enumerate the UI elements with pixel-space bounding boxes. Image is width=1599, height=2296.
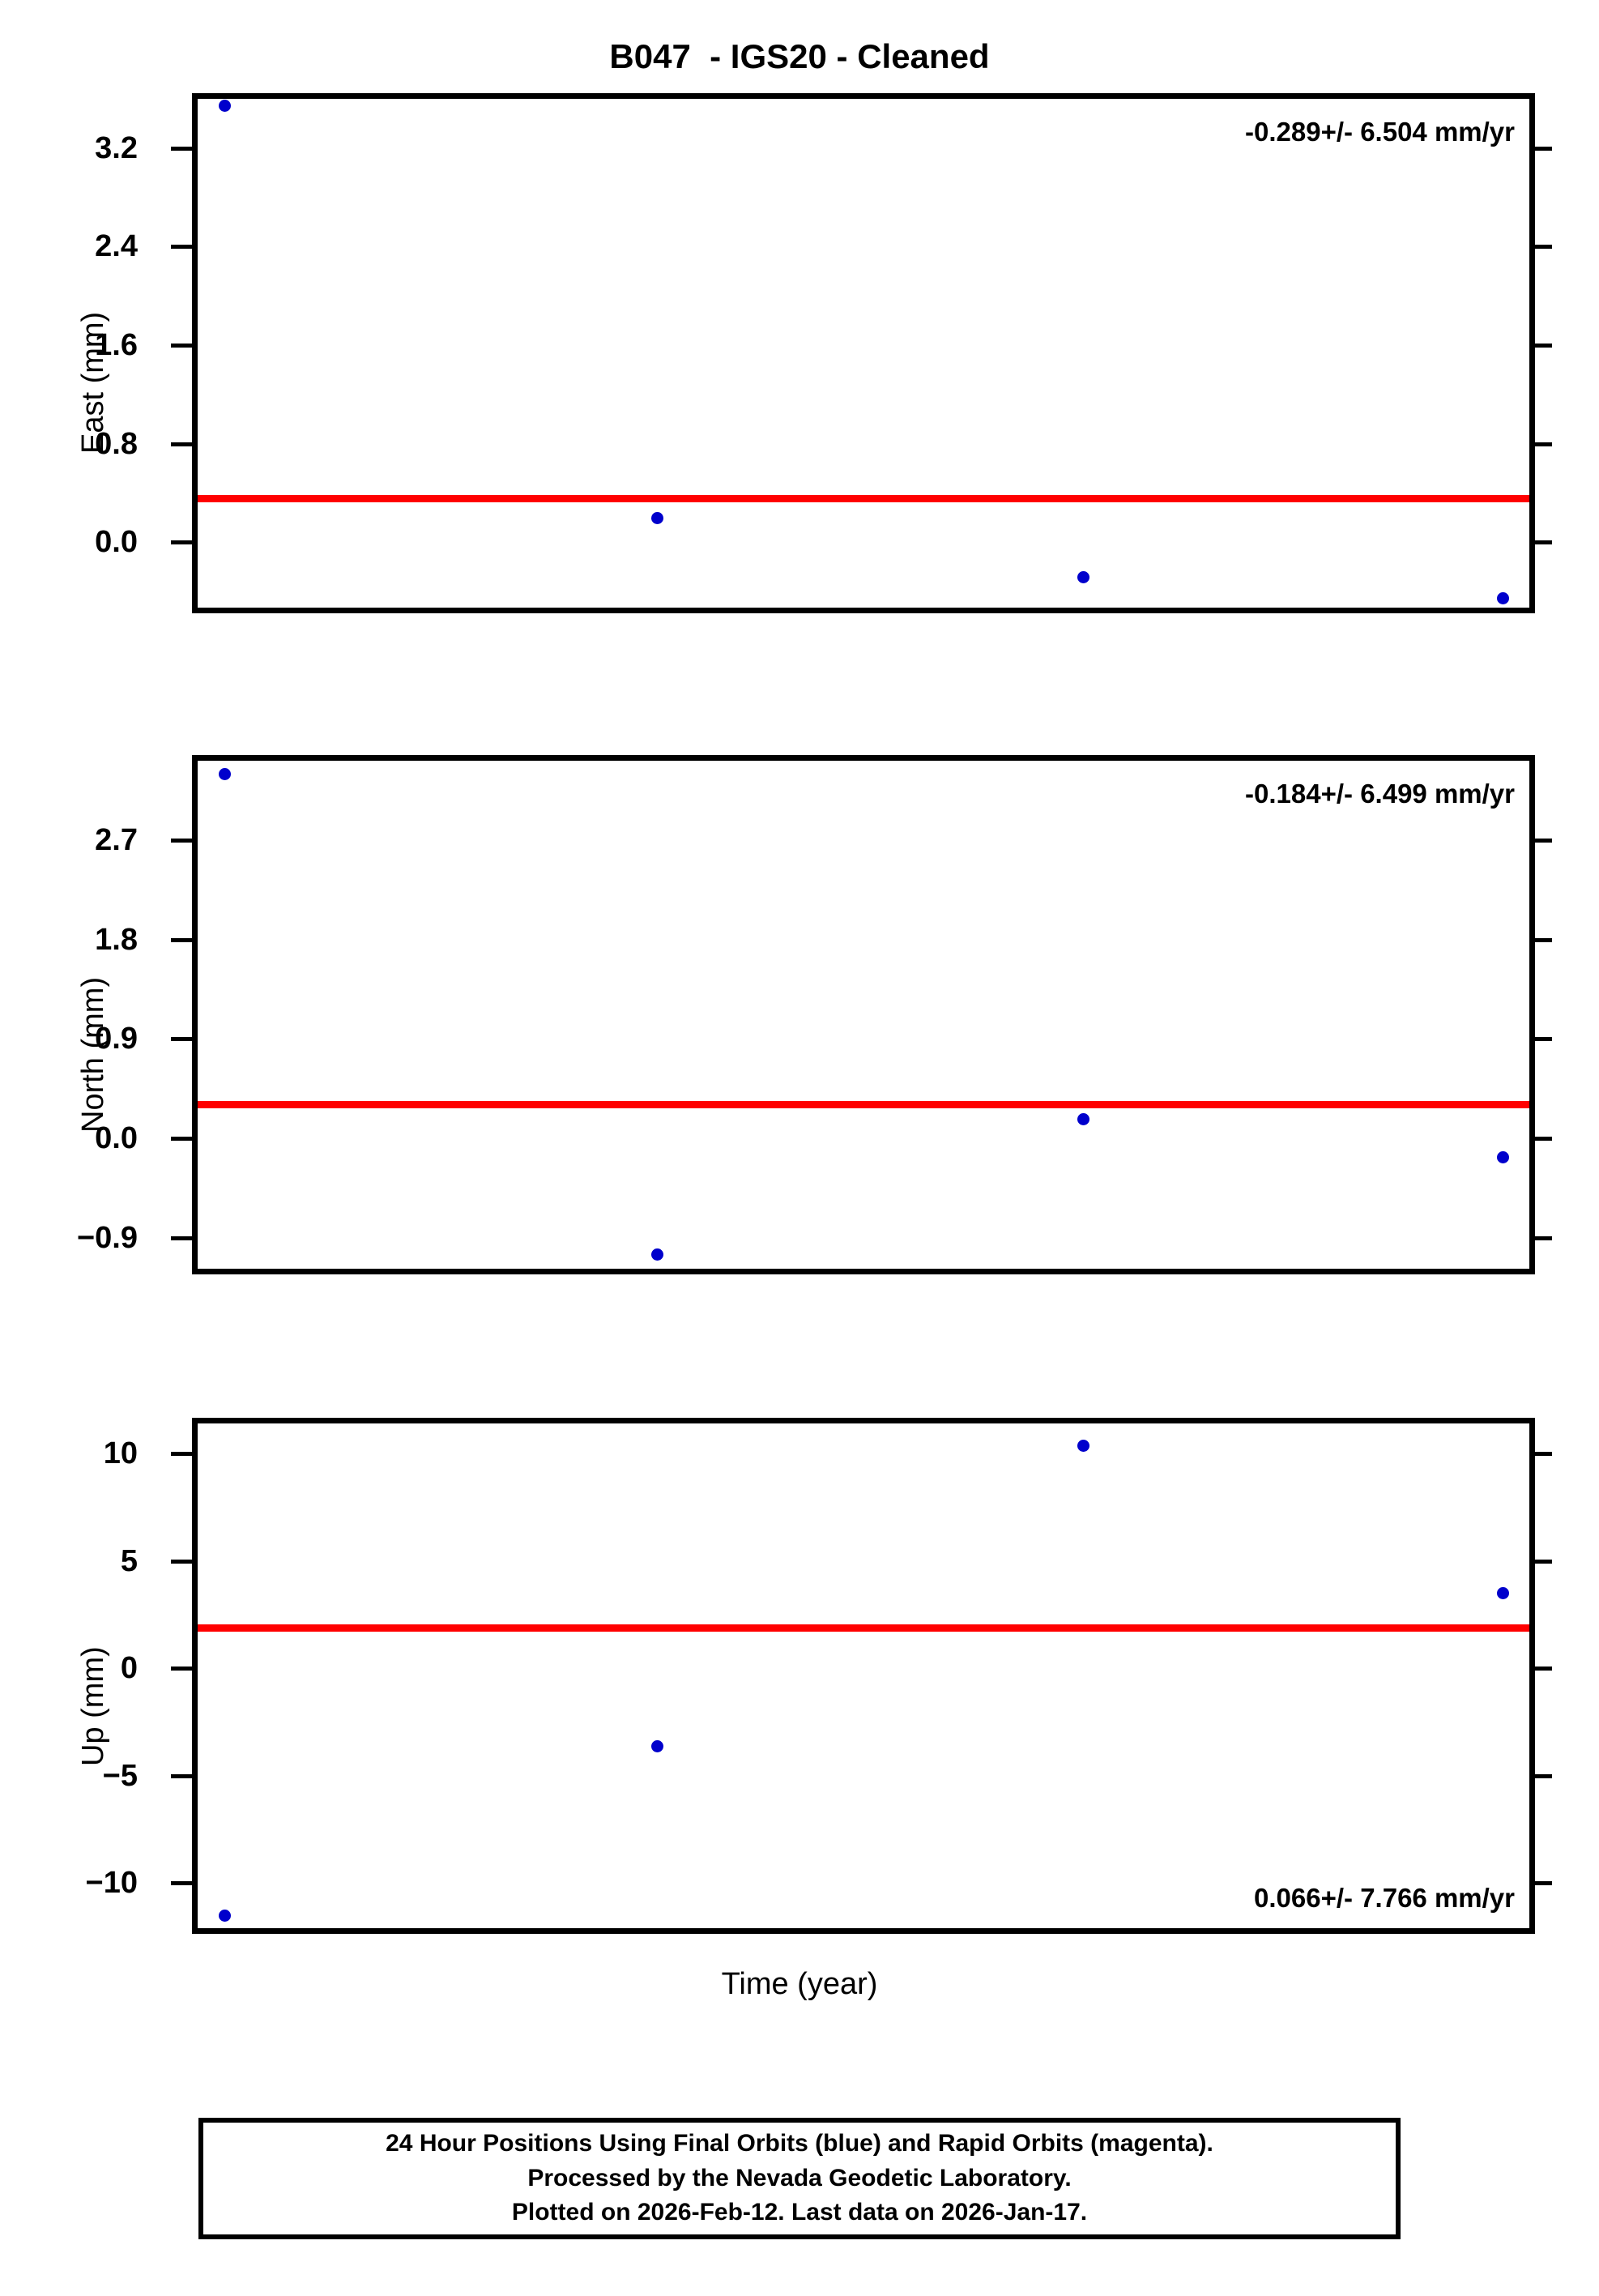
up-ytick-mark-right (1534, 1452, 1552, 1457)
east-rate-annotation: -0.289+/- 6.504 mm/yr (1245, 117, 1515, 147)
north-plot-area: -0.184+/- 6.499 mm/yr (198, 761, 1529, 1269)
up-plot-area: 0.066+/- 7.766 mm/yr (198, 1423, 1529, 1928)
north-ytick-mark-right (1534, 839, 1552, 843)
north-ytick-mark-left (171, 937, 194, 942)
east-ytick-label: 0.0 (95, 525, 138, 560)
up-data-point (1497, 1587, 1510, 1600)
up-data-point (218, 1910, 231, 1923)
north-ytick-mark-right (1534, 1037, 1552, 1042)
north-ytick-mark-left (171, 839, 194, 843)
up-ytick-mark-left (171, 1452, 194, 1457)
up-data-point (651, 1739, 664, 1752)
east-ytick-label: 0.8 (95, 426, 138, 461)
up-ytick-mark-right (1534, 1881, 1552, 1886)
north-ytick-mark-left (171, 1235, 194, 1240)
caption-line-2: Processed by the Nevada Geodetic Laborat… (527, 2164, 1072, 2191)
up-ytick-mark-left (171, 1667, 194, 1671)
north-ytick-label: 0.0 (95, 1121, 138, 1156)
east-ytick-mark-right (1534, 442, 1552, 446)
up-ytick-mark-left (171, 1881, 194, 1886)
east-ytick-label: 1.6 (95, 328, 138, 363)
north-ytick-mark-right (1534, 937, 1552, 942)
east-data-point (1077, 570, 1090, 583)
north-trend-line (198, 1101, 1529, 1109)
east-ytick-label: 3.2 (95, 130, 138, 165)
north-data-point (218, 768, 231, 781)
east-ytick-mark-left (171, 245, 194, 250)
north-ytick-label: −0.9 (76, 1220, 138, 1255)
east-panel: -0.289+/- 6.504 mm/yr (192, 93, 1535, 613)
east-ytick-mark-right (1534, 344, 1552, 348)
up-data-point (1077, 1439, 1090, 1452)
east-data-point (651, 511, 664, 524)
east-data-point (1497, 591, 1510, 604)
east-ytick-mark-left (171, 540, 194, 545)
up-ytick-label: 10 (103, 1436, 138, 1471)
caption-line-3: Plotted on 2026-Feb-12. Last data on 202… (511, 2199, 1088, 2226)
east-trend-line (198, 495, 1529, 503)
north-data-point (1497, 1151, 1510, 1164)
up-panel: 0.066+/- 7.766 mm/yr (192, 1418, 1535, 1934)
east-data-point (218, 99, 231, 112)
east-ytick-mark-left (171, 146, 194, 151)
north-ytick-label: 2.7 (95, 823, 138, 858)
east-ytick-mark-left (171, 442, 194, 446)
up-ytick-label: −10 (85, 1866, 138, 1901)
north-ytick-mark-left (171, 1037, 194, 1042)
up-ytick-mark-right (1534, 1667, 1552, 1671)
north-rate-annotation: -0.184+/- 6.499 mm/yr (1245, 779, 1515, 809)
east-ytick-label: 2.4 (95, 229, 138, 264)
east-plot-area: -0.289+/- 6.504 mm/yr (198, 99, 1529, 608)
page-title: B047 - IGS20 - Cleaned (609, 37, 990, 75)
east-ytick-mark-right (1534, 146, 1552, 151)
east-ytick-mark-right (1534, 245, 1552, 250)
north-ytick-mark-right (1534, 1235, 1552, 1240)
up-rate-annotation: 0.066+/- 7.766 mm/yr (1254, 1883, 1515, 1913)
up-ytick-mark-right (1534, 1559, 1552, 1564)
east-ytick-mark-right (1534, 540, 1552, 545)
caption-line-1: 24 Hour Positions Using Final Orbits (bl… (386, 2130, 1213, 2157)
north-data-point (651, 1248, 664, 1261)
xaxis-title: Time (year) (721, 1967, 878, 2001)
caption-box: 24 Hour Positions Using Final Orbits (bl… (198, 2118, 1401, 2239)
up-ytick-mark-left (171, 1773, 194, 1778)
north-ytick-label: 1.8 (95, 922, 138, 957)
north-panel: -0.184+/- 6.499 mm/yr (192, 755, 1535, 1274)
east-ytick-mark-left (171, 344, 194, 348)
north-data-point (1077, 1112, 1090, 1125)
up-ytick-mark-left (171, 1559, 194, 1564)
north-ytick-mark-right (1534, 1137, 1552, 1142)
north-ytick-label: 0.9 (95, 1022, 138, 1056)
up-ytick-label: 0 (120, 1651, 138, 1686)
north-ytick-mark-left (171, 1137, 194, 1142)
up-ytick-label: 5 (120, 1543, 138, 1578)
up-ytick-label: −5 (102, 1758, 138, 1793)
up-trend-line (198, 1624, 1529, 1632)
up-ytick-mark-right (1534, 1773, 1552, 1778)
